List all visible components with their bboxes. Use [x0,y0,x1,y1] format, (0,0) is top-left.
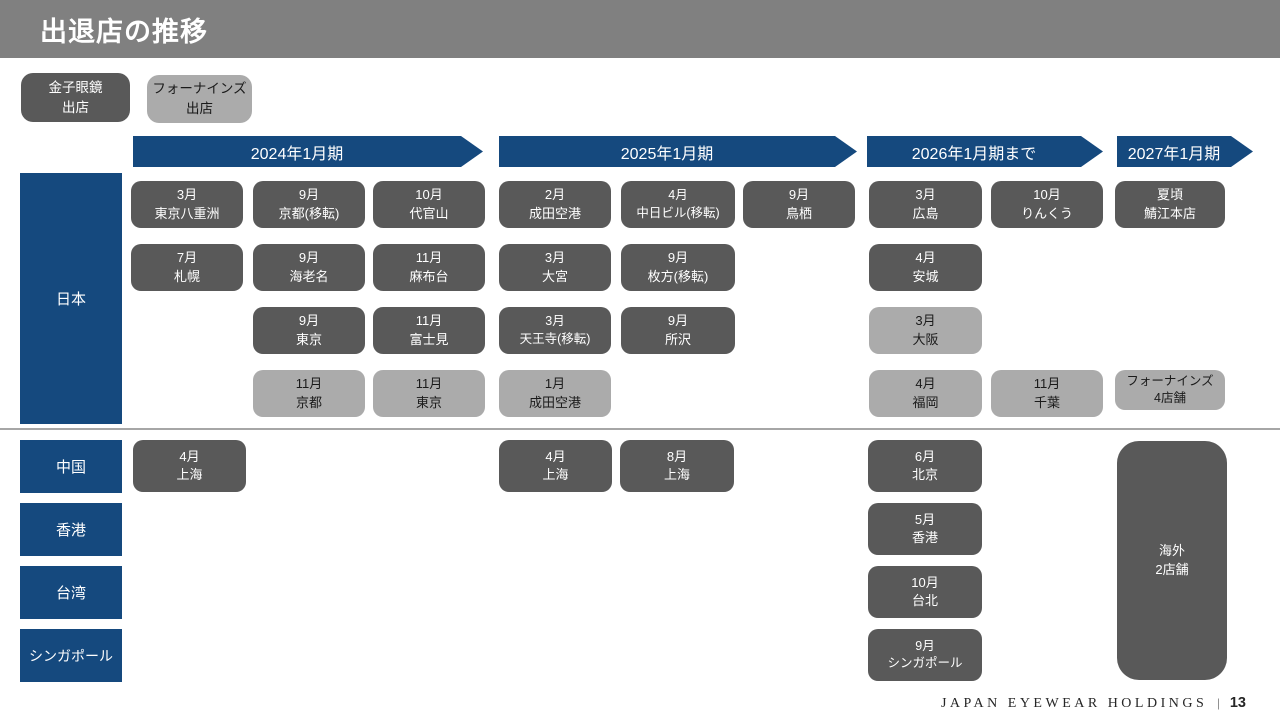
store-box-jp24-sapporo: 7月 札幌 [131,244,243,291]
footer-separator: | [1217,695,1220,710]
store-box-jp25-omiya: 3月 大宮 [499,244,611,291]
store-box-jp26-rinku: 10月 りんくう [991,181,1103,228]
store-box-jp24-ebina: 9月 海老名 [253,244,365,291]
store-box-jp24-tokyo-close: 11月 東京 [373,370,485,417]
timeline-arrow-fy2025: 2025年1月期 [499,136,857,167]
title-bar: 出退店の推移 [0,0,1280,58]
page-title: 出退店の推移 [40,16,208,47]
store-box-jp24-kyoto-relocation: 9月 京都(移転) [253,181,365,228]
store-box-jp24-azabudai: 11月 麻布台 [373,244,485,291]
store-box-jp25-narita-airport: 2月 成田空港 [499,181,611,228]
store-box-jp24-tokyo-yaesu: 3月 東京八重洲 [131,181,243,228]
region-label-singapore: シンガポール [20,629,122,682]
store-box-jp25-tokorozawa: 9月 所沢 [621,307,735,354]
store-box-jp25-hirakata-relocation: 9月 枚方(移転) [621,244,735,291]
store-box-hk26-hongkong: 5月 香港 [868,503,982,555]
timeline-arrow-fy2026: 2026年1月期まで [867,136,1103,167]
store-box-jp26-fukuoka-close: 4月 福岡 [869,370,982,417]
legend-fournines-open: フォーナインズ 出店 [147,75,252,123]
store-box-overseas-2stores: 海外 2店舗 [1117,441,1227,680]
store-box-cn26-beijing: 6月 北京 [868,440,982,492]
timeline-arrow-fy2027: 2027年1月期 [1117,136,1253,167]
region-label-hongkong: 香港 [20,503,122,556]
store-box-cn25-shanghai-apr: 4月 上海 [499,440,612,492]
store-box-jp24-tokyo: 9月 東京 [253,307,365,354]
store-box-jp25-tosu: 9月 鳥栖 [743,181,855,228]
region-label-taiwan: 台湾 [20,566,122,619]
store-box-jp26-anjo: 4月 安城 [869,244,982,291]
store-box-jp24-fujimi: 11月 富士見 [373,307,485,354]
store-box-jp27-sabae-honten: 夏頃 鯖江本店 [1115,181,1225,228]
region-label-china: 中国 [20,440,122,493]
timeline-arrow-fy2024: 2024年1月期 [133,136,483,167]
store-box-jp24-daikanyama: 10月 代官山 [373,181,485,228]
store-box-cn24-shanghai: 4月 上海 [133,440,246,492]
footer: JAPAN EYEWEAR HOLDINGS | 13 [941,695,1246,712]
footer-page-number: 13 [1229,695,1246,711]
store-box-jp26-osaka-close: 3月 大阪 [869,307,982,354]
store-box-jp25-narita-airport-close: 1月 成田空港 [499,370,611,417]
section-divider [0,428,1280,430]
legend-kaneko-open: 金子眼鏡 出店 [21,73,130,122]
store-box-jp25-tennoji-relocation: 3月 天王寺(移転) [499,307,611,354]
store-box-jp24-kyoto-close: 11月 京都 [253,370,365,417]
store-box-cn25-shanghai-aug: 8月 上海 [620,440,734,492]
store-box-tw26-taipei: 10月 台北 [868,566,982,618]
footer-company-name: JAPAN EYEWEAR HOLDINGS [940,696,1208,711]
store-box-jp26-chiba-close: 11月 千葉 [991,370,1103,417]
store-box-jp26-hiroshima: 3月 広島 [869,181,982,228]
store-box-jp25-chunichi-bldg: 4月 中日ビル(移転) [621,181,735,228]
store-box-sg26-singapore: 9月 シンガポール [868,629,982,681]
store-box-jp27-fournines-4stores: フォーナインズ 4店舗 [1115,370,1225,410]
region-label-japan: 日本 [20,173,122,424]
